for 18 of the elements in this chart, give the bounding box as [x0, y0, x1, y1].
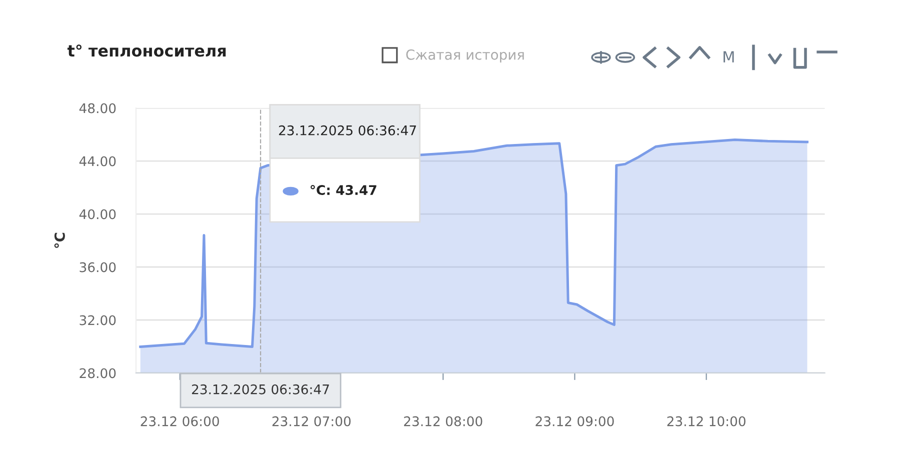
- chart-title: t° теплоносителя: [67, 44, 226, 57]
- y-axis-title: °C: [54, 232, 65, 248]
- x-tick-label: 23.12 08:00: [404, 416, 482, 426]
- y-tick-label: 28.00: [80, 368, 116, 378]
- x-tick-label: 23.12 07:00: [272, 416, 351, 426]
- y-tick-label: 40.00: [79, 209, 116, 220]
- y-tick-label: 48.00: [79, 103, 116, 114]
- text: M: [724, 51, 734, 62]
- y-tick-label: 36.00: [80, 262, 116, 272]
- text: Сжатая история: [406, 49, 524, 63]
- annotation: °C: 43.47: [310, 184, 376, 196]
- x-tick-label: 23.12 10:00: [667, 416, 746, 426]
- annotation: 23.12.2025 06:36:47: [279, 125, 416, 136]
- x-tick-label: 23.12 06:00: [140, 416, 219, 426]
- ref-line-label: 23.12.2025 06:36:47: [192, 384, 329, 394]
- x-tick-label: 23.12 09:00: [536, 416, 614, 426]
- y-tick-label: 44.00: [79, 156, 116, 166]
- y-tick-label: 32.00: [80, 315, 116, 326]
